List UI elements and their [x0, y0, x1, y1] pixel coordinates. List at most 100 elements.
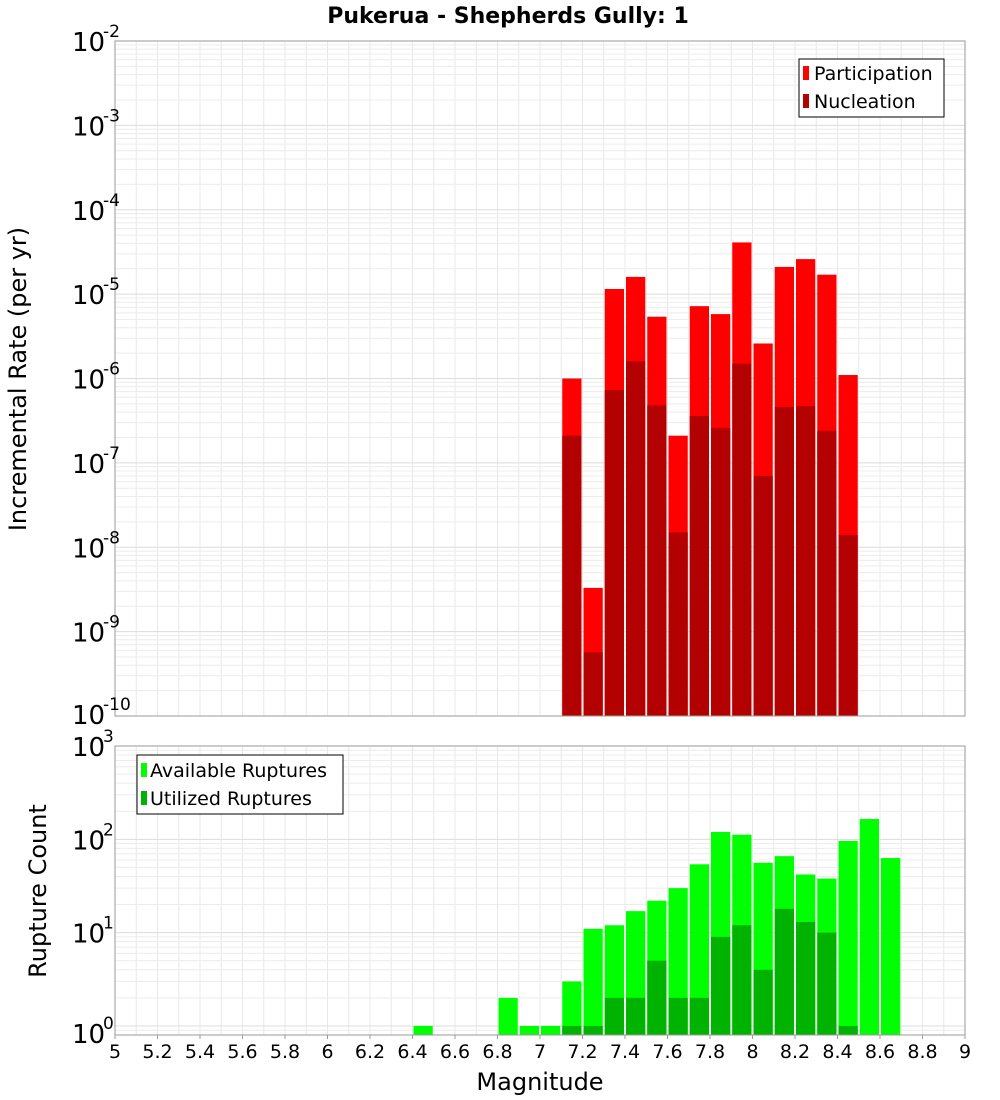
utilized-ruptures-bar [817, 932, 837, 1035]
participation-legend-label: Participation [814, 63, 933, 85]
y-tick-label: 10 [72, 1020, 105, 1050]
count-bars [413, 819, 901, 1035]
utilized-ruptures-bar [668, 997, 688, 1035]
utilized-ruptures-bar [796, 922, 816, 1035]
rate-legend: Participation Nucleation [798, 58, 945, 118]
rate-legend-box [798, 58, 945, 118]
participation-legend-swatch [803, 66, 809, 80]
utilized-ruptures-bar [583, 1025, 603, 1035]
nucleation-bar [583, 652, 603, 716]
rate-bars [562, 242, 858, 716]
y-tick-label: 10 [72, 534, 105, 564]
available-ruptures-bar [413, 1025, 433, 1035]
y-tick-label: 10 [72, 920, 105, 950]
x-tick-label: 5.4 [185, 1041, 215, 1063]
utilized-ruptures-bar [753, 969, 773, 1035]
y-tick-label: 10 [72, 733, 105, 763]
available-ruptures-bar [689, 864, 709, 1035]
y-tick-label: 10 [72, 450, 105, 480]
chart-title: Pukerua - Shepherds Gully: 1 [327, 4, 689, 29]
y-tick-exponent: 1 [103, 914, 114, 934]
x-tick-label: 9 [959, 1041, 971, 1063]
available-ruptures-bar [859, 819, 879, 1035]
rate-y-axis-label: Incremental Rate (per yr) [4, 227, 32, 531]
utilized-ruptures-bar [647, 960, 667, 1035]
y-tick-label: 10 [72, 826, 105, 856]
y-tick-label: 10 [72, 112, 105, 142]
available-ruptures-bar [583, 928, 603, 1035]
x-tick-label: 8.6 [865, 1041, 895, 1063]
x-tick-label: 8.4 [822, 1041, 852, 1063]
x-tick-label: 7 [534, 1041, 546, 1063]
y-tick-exponent: 2 [103, 820, 114, 840]
nucleation-bar [753, 475, 773, 716]
y-tick-label: 10 [72, 619, 105, 649]
nucleation-legend-label: Nucleation [814, 91, 916, 113]
available-ruptures-bar [519, 1025, 539, 1035]
utilized-ruptures-bar [838, 1025, 858, 1035]
x-tick-label: 5 [109, 1041, 121, 1063]
x-tick-label: 5.8 [270, 1041, 300, 1063]
y-tick-exponent: 3 [103, 727, 114, 747]
x-tick-label: 5.6 [227, 1041, 257, 1063]
x-tick-label: 8.8 [907, 1041, 937, 1063]
nucleation-bar [796, 406, 816, 716]
y-tick-exponent: 0 [103, 1014, 114, 1034]
x-tick-labels: 5 5.2 5.4 5.6 5.8 6 6.2 6.4 6.6 6.8 7 7.2 7.4 7.6 7.8 8… [109, 1035, 971, 1063]
y-tick-exponent: -9 [103, 613, 120, 633]
count-legend: Available Ruptures Utilized Ruptures [136, 754, 344, 815]
x-tick-label: 7.8 [695, 1041, 725, 1063]
x-tick-label: 7.2 [567, 1041, 597, 1063]
utilized-ruptures-bar [689, 997, 709, 1035]
y-tick-exponent: -6 [103, 360, 120, 380]
nucleation-bar [838, 534, 858, 716]
available-legend-label: Available Ruptures [150, 760, 327, 782]
y-tick-exponent: -4 [103, 191, 120, 211]
utilized-legend-label: Utilized Ruptures [150, 788, 312, 810]
nucleation-bar [604, 390, 624, 716]
nucleation-bar [711, 427, 731, 716]
y-tick-label: 10 [72, 281, 105, 311]
y-tick-exponent: -7 [103, 444, 120, 464]
y-tick-exponent: -10 [103, 695, 131, 715]
rate-plot-frame [114, 40, 966, 717]
rate-grid [114, 41, 966, 717]
x-tick-label: 6.8 [482, 1041, 512, 1063]
nucleation-bar [732, 363, 752, 716]
nucleation-bar [817, 430, 837, 716]
utilized-ruptures-bar [774, 908, 794, 1035]
nucleation-bar [689, 415, 709, 716]
available-legend-swatch [141, 763, 147, 777]
available-ruptures-bar [881, 858, 901, 1035]
y-tick-label: 10 [72, 701, 105, 731]
utilized-ruptures-bar [711, 936, 731, 1035]
count-legend-box [136, 754, 344, 815]
x-tick-label: 6.6 [440, 1041, 470, 1063]
available-ruptures-bar [562, 981, 582, 1035]
nucleation-bar [774, 406, 794, 716]
y-tick-label: 10 [72, 197, 105, 227]
utilized-ruptures-bar [732, 925, 752, 1035]
y-tick-exponent: -2 [103, 22, 120, 42]
nucleation-bar [562, 435, 582, 716]
available-ruptures-bar [541, 1025, 561, 1035]
x-tick-label: 8.2 [780, 1041, 810, 1063]
y-tick-label: 10 [72, 28, 105, 58]
x-tick-label: 7.6 [652, 1041, 682, 1063]
x-tick-label: 6.2 [355, 1041, 385, 1063]
x-axis-label: Magnitude [476, 1068, 603, 1096]
utilized-ruptures-bar [562, 1025, 582, 1035]
count-y-axis-label: Rupture Count [24, 804, 52, 978]
nucleation-legend-swatch [803, 94, 809, 108]
available-ruptures-bar [838, 840, 858, 1035]
utilized-ruptures-bar [604, 997, 624, 1035]
x-tick-label: 6 [321, 1041, 333, 1063]
y-tick-exponent: -8 [103, 528, 120, 548]
y-tick-label: 10 [72, 366, 105, 396]
nucleation-bar [626, 361, 646, 716]
available-ruptures-bar [498, 997, 518, 1035]
